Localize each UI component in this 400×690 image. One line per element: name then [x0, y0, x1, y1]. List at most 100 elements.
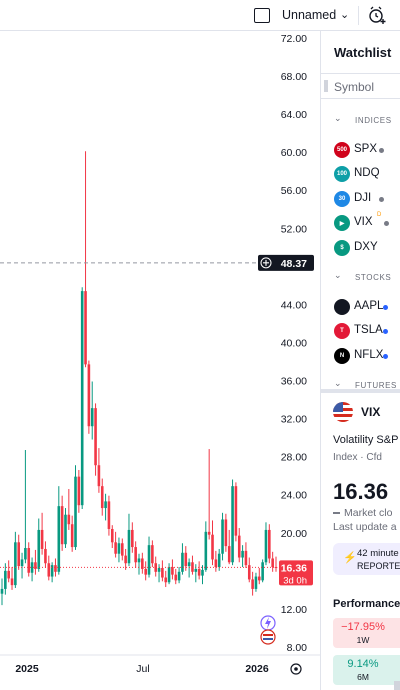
candle-body[interactable] [70, 524, 74, 548]
candle-body[interactable] [174, 574, 178, 581]
earnings-banner[interactable]: ⚡ 42 minute REPORTER [333, 543, 400, 575]
watchlist-row-tsla[interactable]: T TSLA [321, 319, 400, 343]
scrollbar-thumb[interactable] [394, 681, 400, 690]
candle-body[interactable] [17, 542, 21, 567]
candle-body[interactable] [177, 571, 181, 581]
candle-body[interactable] [80, 291, 84, 506]
candle-body[interactable] [60, 506, 64, 545]
candle-body[interactable] [90, 408, 94, 427]
candle-body[interactable] [110, 528, 114, 543]
candle-body[interactable] [117, 543, 121, 554]
candle-body[interactable] [247, 565, 251, 580]
candle-body[interactable] [194, 568, 198, 572]
candle-body[interactable] [157, 567, 161, 572]
candle-body[interactable] [67, 514, 71, 525]
candle-body[interactable] [211, 534, 214, 560]
candle-body[interactable] [87, 364, 91, 427]
candle-body[interactable] [241, 550, 244, 558]
watchlist-section-futures[interactable]: ⌄ FUTURES [321, 374, 400, 398]
candle-body[interactable] [97, 465, 101, 487]
candle-body[interactable] [134, 547, 137, 563]
candle-body[interactable] [268, 529, 271, 559]
candle-body[interactable] [184, 552, 188, 567]
candle-body[interactable] [144, 568, 147, 575]
candle-body[interactable] [254, 576, 258, 589]
add-alert-plus-icon[interactable] [260, 257, 272, 269]
candle-body[interactable] [237, 535, 241, 558]
candle-body[interactable] [100, 486, 104, 509]
candle-body[interactable] [151, 545, 154, 564]
details-symbol[interactable]: VIX [361, 405, 381, 419]
candle-body[interactable] [137, 558, 141, 563]
watchlist-row-dxy[interactable]: $ DXY [321, 236, 400, 260]
details-separator[interactable] [321, 389, 400, 393]
candle-body[interactable] [181, 552, 184, 572]
candle-body[interactable] [40, 529, 44, 549]
watchlist-row-aapl[interactable]: AAPL [321, 295, 400, 319]
economic-event-icon[interactable] [260, 629, 276, 645]
panel-separator[interactable] [320, 31, 321, 690]
candle-body[interactable] [7, 570, 10, 579]
candle-body[interactable] [154, 563, 158, 572]
candle-body[interactable] [44, 548, 47, 564]
candle-body[interactable] [197, 568, 201, 576]
watchlist-row-ndq[interactable]: 100 NDQ [321, 162, 400, 186]
candle-body[interactable] [244, 550, 248, 566]
candle-body[interactable] [261, 562, 264, 581]
chevron-down-icon[interactable]: ⌄ [334, 270, 342, 280]
candle-body[interactable] [34, 562, 37, 569]
candle-body[interactable] [167, 567, 171, 583]
watchlist-section-stocks[interactable]: ⌄ STOCKS [321, 266, 400, 290]
watchlist-section-indices[interactable]: ⌄ INDICES [321, 109, 400, 133]
candle-body[interactable] [171, 567, 174, 575]
candle-body[interactable] [124, 555, 127, 564]
performance-title[interactable]: Performance [333, 598, 400, 610]
candle-body[interactable] [231, 486, 234, 563]
alarm-clock-plus-icon[interactable] [368, 5, 386, 25]
candle-body[interactable] [47, 563, 51, 577]
watchlist-row-nflx[interactable]: N NFLX [321, 344, 400, 368]
candle-body[interactable] [120, 543, 124, 556]
settings-gear-icon[interactable] [290, 663, 302, 675]
candle-body[interactable] [264, 529, 268, 563]
chevron-down-icon[interactable]: ⌄ [334, 113, 342, 123]
candle-body[interactable] [147, 545, 151, 575]
candle-body[interactable] [4, 570, 7, 589]
layout-select-icon[interactable] [254, 8, 270, 23]
performance-cell-6m[interactable]: 9.14% 6M [333, 655, 400, 685]
candle-body[interactable] [50, 565, 54, 577]
candle-body[interactable] [214, 559, 218, 568]
candle-body[interactable] [141, 558, 144, 569]
candle-body[interactable] [30, 562, 34, 573]
candle-body[interactable] [104, 501, 107, 509]
candle-body[interactable] [0, 588, 4, 594]
candle-body[interactable] [161, 567, 164, 578]
candle-body[interactable] [224, 519, 228, 547]
candle-body[interactable] [127, 529, 131, 564]
watchlist-row-vix[interactable]: ▶ VIX D [321, 211, 400, 235]
candle-body[interactable] [221, 519, 224, 554]
candle-body[interactable] [20, 559, 24, 567]
candle-body[interactable] [74, 476, 77, 548]
chevron-down-icon[interactable]: ⌄ [340, 9, 350, 21]
candle-body[interactable] [131, 529, 134, 548]
column-symbol-label[interactable]: Symbol [334, 80, 375, 94]
candle-body[interactable] [24, 548, 27, 560]
candle-body[interactable] [201, 569, 204, 576]
performance-cell-1w[interactable]: −17.95% 1W [333, 618, 400, 648]
candle-body[interactable] [257, 576, 261, 581]
watchlist-row-dji[interactable]: 30 DJI [321, 187, 400, 211]
candle-body[interactable] [114, 542, 117, 554]
candle-body[interactable] [94, 408, 97, 466]
candle-body[interactable] [207, 531, 211, 535]
candle-body[interactable] [14, 542, 17, 586]
candle-body[interactable] [204, 531, 208, 570]
candle-body[interactable] [54, 565, 57, 572]
candle-body[interactable] [271, 558, 274, 568]
candle-body[interactable] [164, 577, 168, 583]
candle-body[interactable] [107, 501, 111, 529]
column-resize-handle[interactable] [324, 80, 328, 92]
candle-body[interactable] [187, 562, 191, 567]
candle-body[interactable] [77, 476, 81, 506]
candle-body[interactable] [217, 553, 221, 568]
